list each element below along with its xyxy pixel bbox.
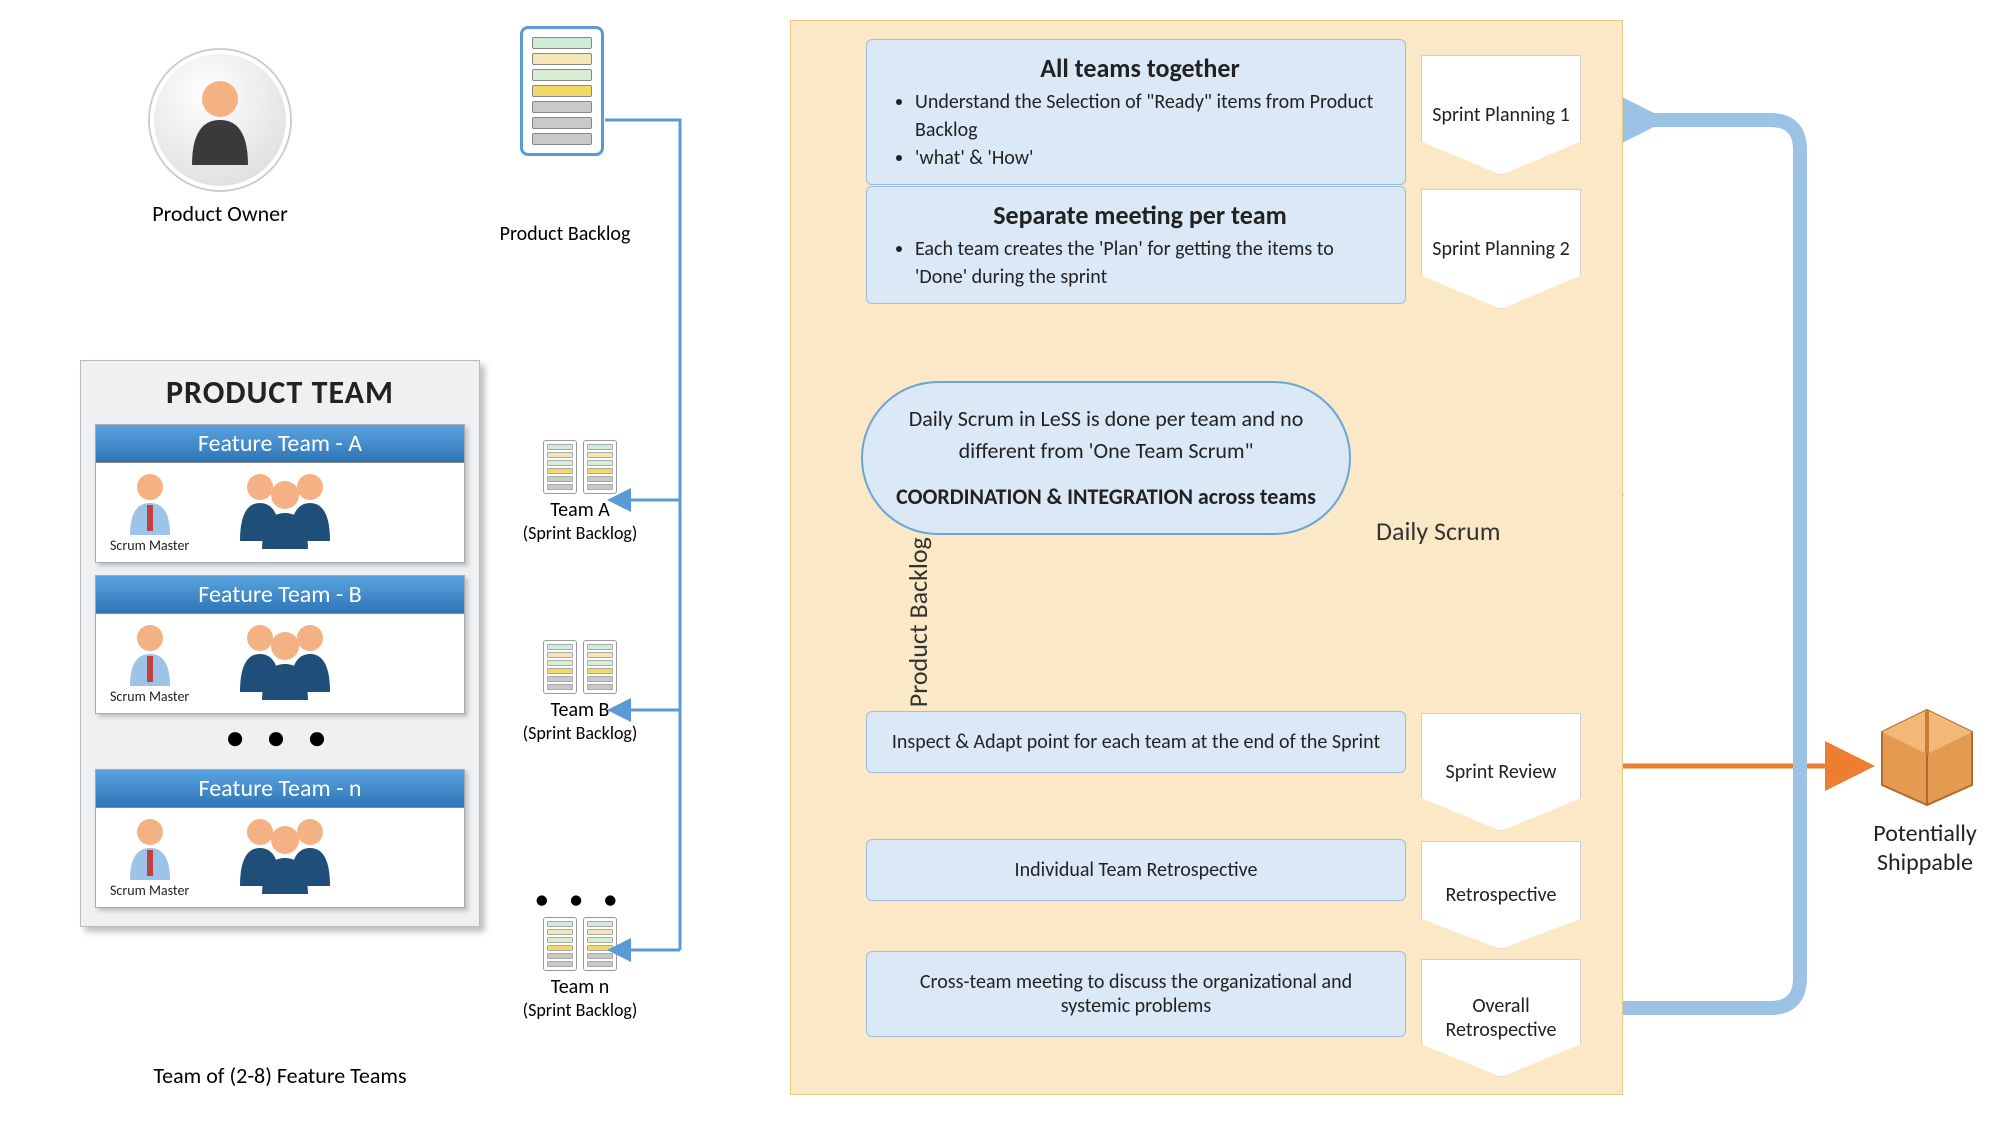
box1-b2: 'what' & 'How' [915, 144, 1385, 172]
chevron-sp1: Sprint Planning 1 [1421, 55, 1581, 175]
box-retro: Individual Team Retrospective [866, 839, 1406, 901]
chevron-sp2: Sprint Planning 2 [1421, 189, 1581, 309]
daily-line1: Daily Scrum in LeSS is done per team and… [893, 403, 1319, 467]
chevron-review: Sprint Review [1421, 713, 1581, 831]
box1-title: All teams together [895, 52, 1385, 84]
box1-b1: Understand the Selection of "Ready" item… [915, 88, 1385, 144]
ship-l1: Potentially [1840, 820, 2000, 849]
shippable-label: Potentially Shippable [1840, 820, 2000, 878]
box2-title: Separate meeting per team [895, 199, 1385, 231]
package-icon [1872, 700, 1982, 810]
refinement-block: Product Backlog Refinement All teams tog… [790, 20, 1623, 1095]
chevron-retro: Retrospective [1421, 841, 1581, 949]
daily-coord: COORDINATION & INTEGRATION across teams [893, 481, 1319, 513]
box-separate: Separate meeting per team Each team crea… [866, 186, 1406, 304]
box-all-teams: All teams together Understand the Select… [866, 39, 1406, 185]
daily-scrum-label: Daily Scrum [1376, 515, 1500, 547]
box2-b1: Each team creates the 'Plan' for getting… [915, 235, 1385, 291]
daily-scrum-oval: Daily Scrum in LeSS is done per team and… [861, 381, 1351, 535]
chevron-overall: Overall Retrospective [1421, 959, 1581, 1077]
box-review: Inspect & Adapt point for each team at t… [866, 711, 1406, 773]
box-overall: Cross-team meeting to discuss the organi… [866, 951, 1406, 1037]
ship-l2: Shippable [1840, 849, 2000, 878]
